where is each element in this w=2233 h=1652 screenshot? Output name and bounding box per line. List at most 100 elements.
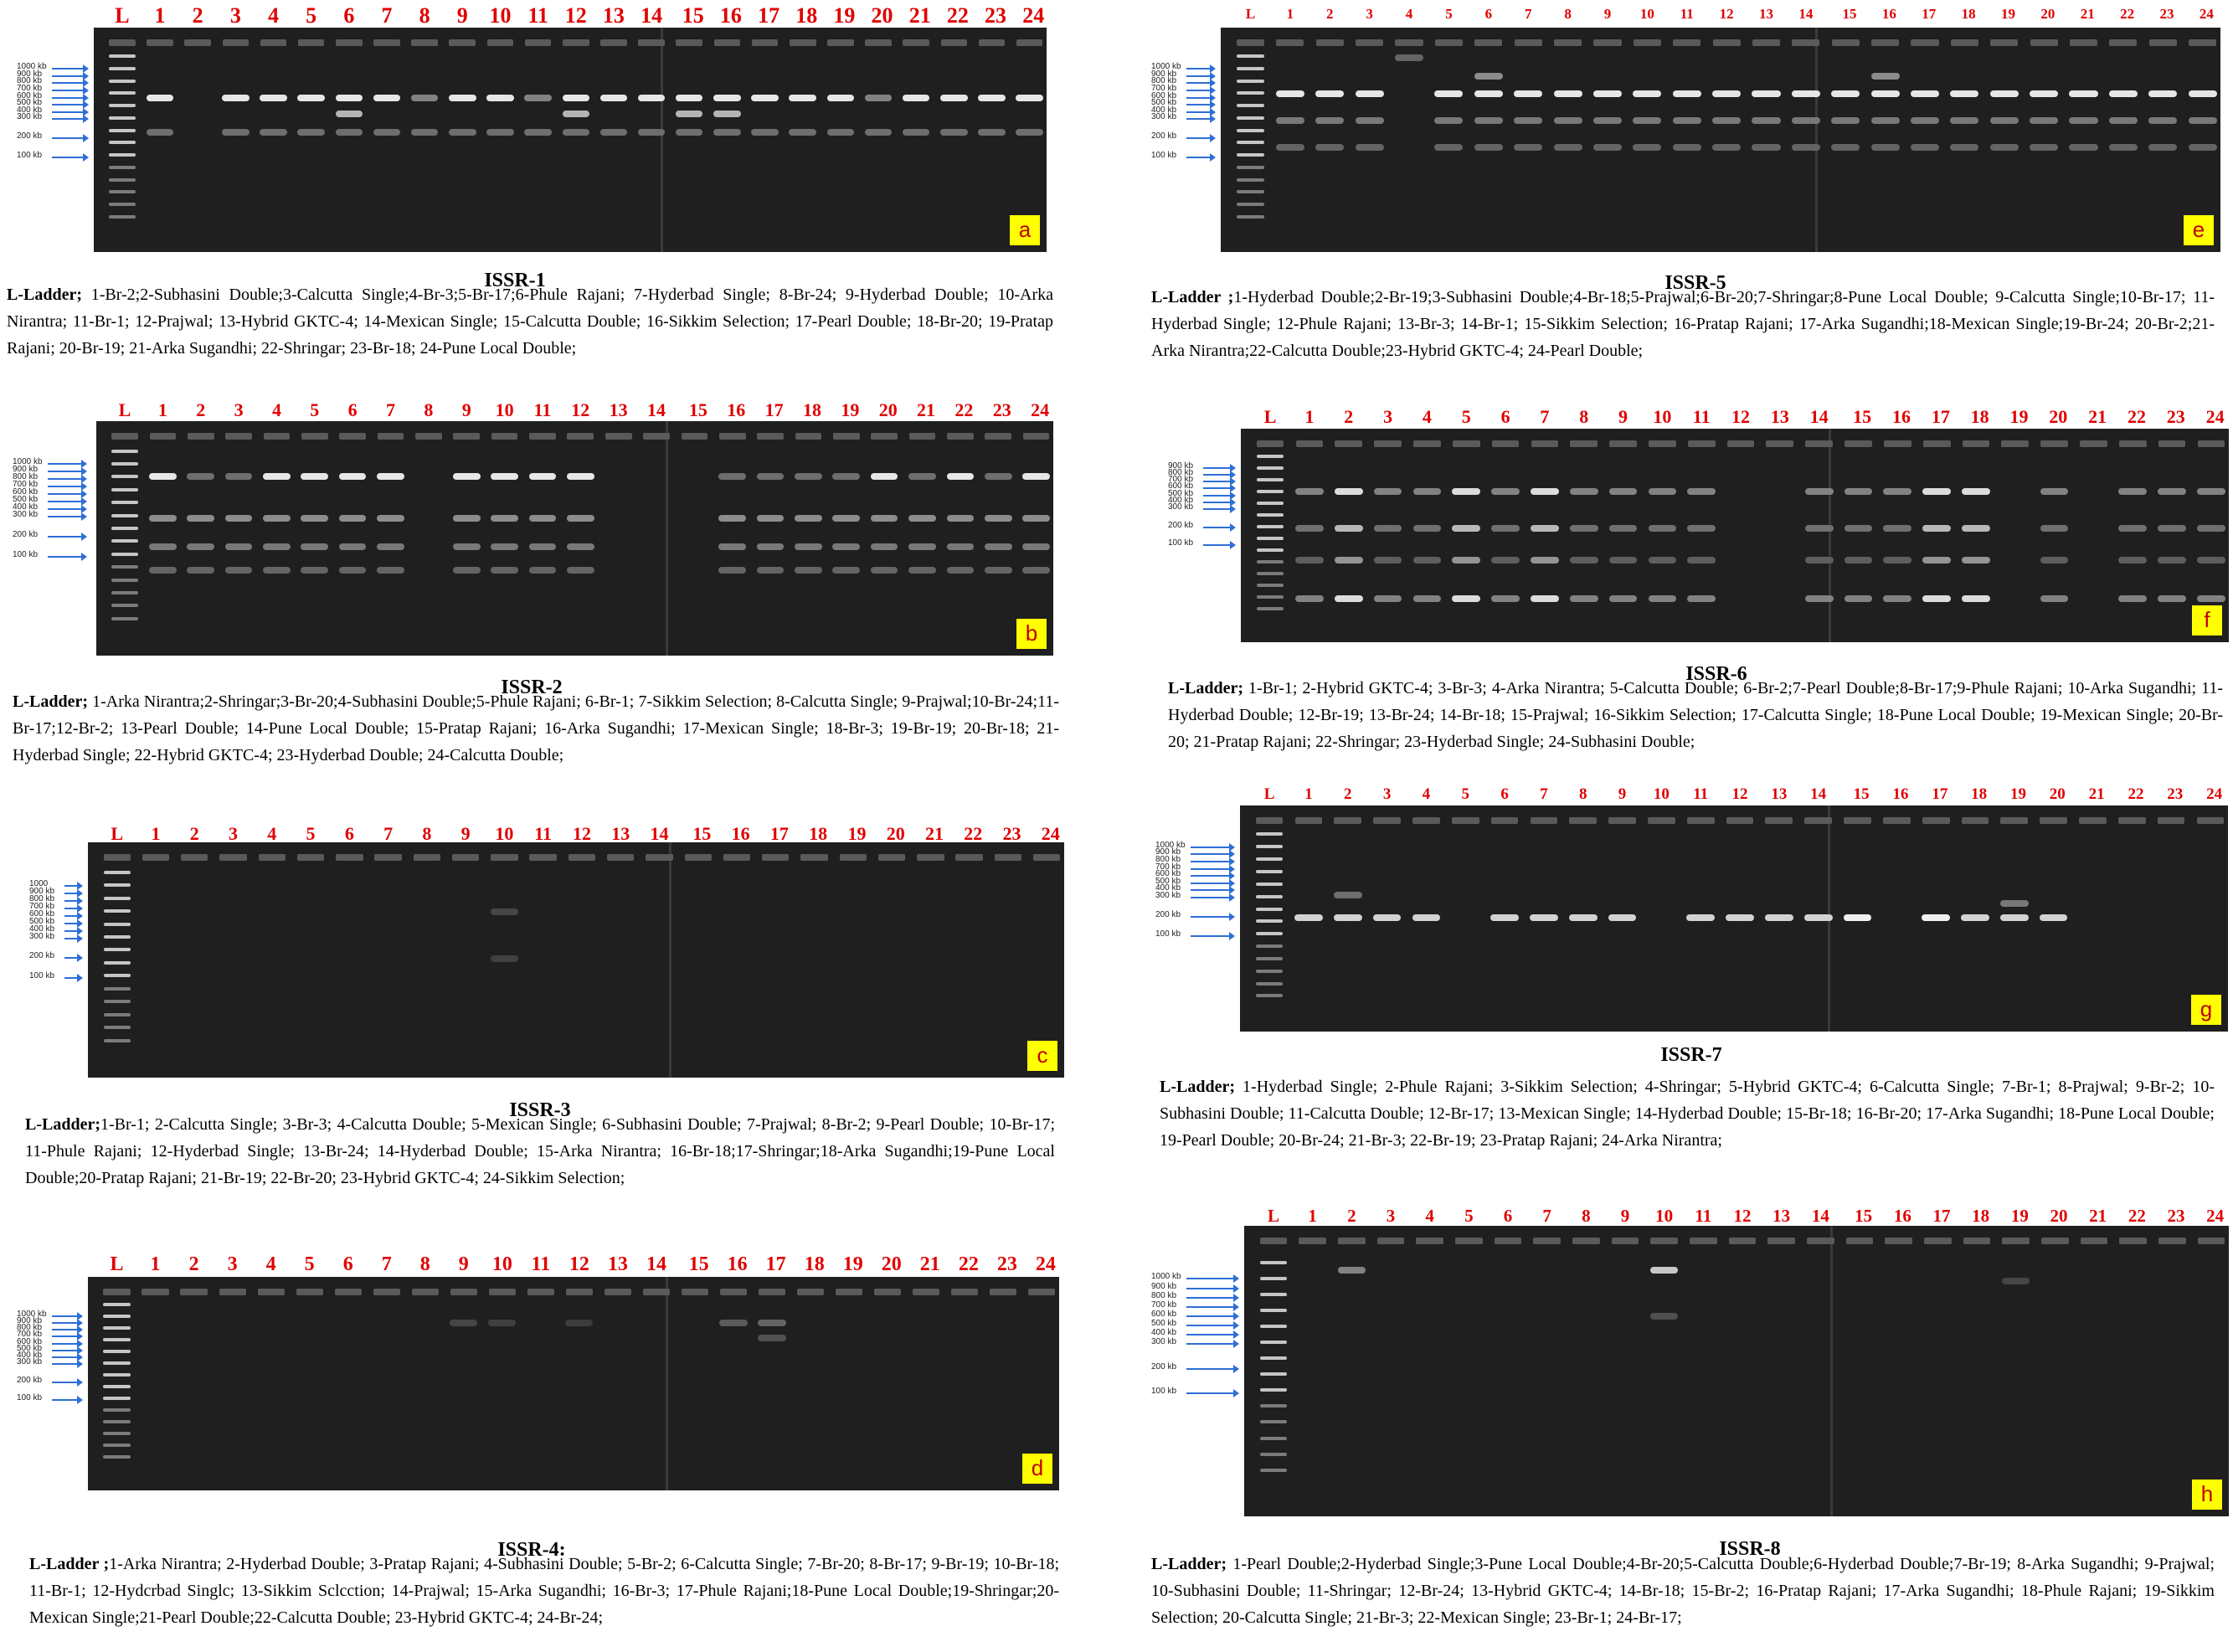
dna-band [978, 128, 1006, 136]
gel-well [1016, 39, 1043, 46]
size-marker-arrow [1186, 152, 1216, 162]
dna-band [1553, 117, 1582, 125]
lane-label: 19 [2009, 406, 2029, 427]
ladder-band [109, 178, 136, 182]
ladder-band [103, 1361, 131, 1365]
size-marker-arrow [52, 1339, 83, 1348]
gel-well [1474, 39, 1503, 46]
dna-band [826, 128, 855, 136]
size-marker-label: 600 kb [1151, 90, 1177, 100]
size-marker-label: 700 kb [17, 1330, 43, 1340]
size-marker-arrow [48, 552, 87, 561]
size-marker-arrow [1191, 857, 1235, 866]
gel-well [1726, 440, 1755, 447]
ladder-band [1236, 178, 1265, 182]
gel-well [1885, 1238, 1912, 1244]
lane-label: 4 [265, 1253, 276, 1275]
dna-band [2039, 913, 2068, 921]
dna-band [566, 543, 594, 550]
size-marker-arrow [52, 79, 89, 88]
gel-divider [666, 1277, 669, 1490]
dna-band [902, 128, 930, 136]
ladder-band [111, 527, 138, 530]
dna-band [566, 515, 594, 522]
ladder-label: L-Ladder; [1151, 1555, 1227, 1573]
gel-well [681, 1289, 709, 1295]
dna-band [870, 515, 898, 522]
dna-band [2118, 557, 2148, 564]
gel-well [260, 39, 287, 46]
gel-well [184, 39, 211, 46]
gel-well [1647, 817, 1675, 824]
dna-band [1592, 90, 1623, 98]
dna-band [1649, 1313, 1679, 1320]
lane-label: 10 [495, 399, 514, 420]
lane-label: 16 [1892, 406, 1911, 427]
gel-well [832, 433, 860, 440]
lane-label: 23 [996, 1253, 1017, 1275]
gel-well [955, 854, 983, 861]
gel-well [1752, 39, 1781, 46]
panel-title: ISSR-6 [1685, 663, 1747, 685]
lane-label: 2 [1347, 1206, 1356, 1226]
size-marker-label: 600 kb [17, 90, 43, 100]
size-marker-label: 800 kb [1151, 76, 1177, 86]
ladder-band [103, 1337, 131, 1341]
size-marker-arrow [64, 903, 83, 913]
lane-label: 14 [1798, 6, 1814, 22]
size-marker-arrow [1186, 1389, 1239, 1398]
dna-band [1687, 557, 1716, 564]
ladder-band [103, 896, 131, 900]
ladder-band [109, 116, 136, 120]
lane-label: 2 [189, 823, 199, 844]
dna-band [1373, 488, 1402, 496]
dna-band [1686, 913, 1716, 921]
lane-label: 1 [154, 3, 166, 28]
lane-label: 12 [1731, 785, 1748, 803]
dna-band [1962, 524, 1990, 532]
gel-well [109, 39, 136, 46]
dna-band [1514, 117, 1543, 125]
dna-band [2118, 524, 2148, 532]
lane-label: 19 [841, 399, 860, 420]
dna-band [1474, 117, 1503, 125]
gel-well [2117, 817, 2146, 824]
dna-band [1712, 90, 1742, 98]
size-marker-arrow [1191, 850, 1235, 859]
gel-divider [666, 421, 669, 656]
gel-well [718, 433, 746, 440]
gel-well [908, 433, 936, 440]
size-marker-label: 200 kb [17, 131, 43, 142]
gel-image: e [1221, 28, 2220, 252]
gel-well [524, 39, 552, 46]
dna-band [795, 472, 822, 480]
gel-well [2080, 440, 2107, 447]
size-marker-arrow [64, 888, 83, 898]
lane-label: 16 [1893, 1206, 1911, 1226]
gel-image: c [88, 842, 1064, 1078]
dna-band [1844, 488, 1873, 496]
dna-band [1334, 594, 1363, 602]
lane-label: 2 [192, 3, 203, 28]
gel-well [1690, 1238, 1717, 1244]
gel-well [1845, 440, 1872, 447]
dna-band [528, 515, 557, 522]
lane-label: 13 [611, 823, 630, 844]
dna-band [1910, 90, 1940, 98]
dna-band [1844, 557, 1873, 564]
size-marker-arrow [64, 934, 83, 943]
dna-band [187, 566, 215, 574]
size-marker-arrow [52, 93, 89, 102]
dna-band [1962, 557, 1990, 564]
lane-label: 21 [924, 823, 944, 844]
size-marker-label: 100 kb [13, 549, 39, 559]
lane-label: 16 [727, 399, 746, 420]
gel-well [373, 1289, 400, 1295]
lane-label: 5 [1464, 1206, 1474, 1226]
panel-title: ISSR-7 [1660, 1044, 1722, 1066]
gel-well [1845, 1238, 1874, 1244]
dna-band [1355, 90, 1384, 98]
dna-band [1844, 524, 1873, 532]
gel-well [257, 1289, 285, 1295]
ladder-band [103, 1302, 131, 1306]
